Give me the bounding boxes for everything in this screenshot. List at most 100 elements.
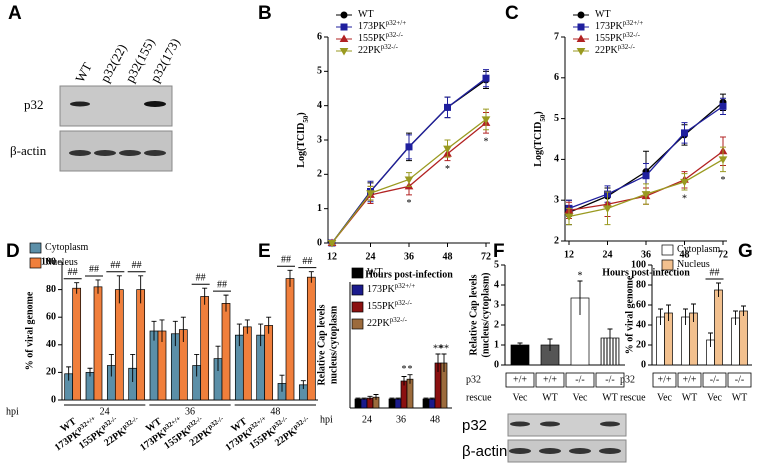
y-axis-label: Relative Cap levels — [316, 304, 327, 385]
blot-row-label: β-actin — [10, 143, 47, 158]
bar — [306, 276, 316, 401]
error-bar — [74, 282, 80, 294]
marker — [641, 191, 651, 199]
error-bar — [658, 308, 663, 325]
error-bar — [423, 397, 429, 400]
y-tick-label: 3 — [554, 194, 559, 205]
x-axis-label: Hours post-infection — [602, 267, 690, 278]
table-cell — [565, 372, 595, 388]
x-tick-label-part: p32+/+ — [160, 414, 182, 432]
table-cell — [535, 372, 565, 388]
legend-label-part: 173PK — [367, 284, 396, 295]
bar — [428, 398, 436, 409]
legend-label-part: WT — [358, 9, 374, 20]
significance: ## — [89, 264, 99, 275]
y-tick-label: 60 — [636, 299, 646, 310]
legend-label-part: p32-/- — [623, 31, 641, 39]
error-bar — [517, 342, 523, 347]
marker — [339, 48, 349, 56]
marker — [444, 103, 451, 111]
error-bar — [108, 354, 114, 377]
marker — [340, 23, 348, 31]
table-cell-text: -/- — [735, 374, 744, 385]
error-bar — [401, 376, 407, 386]
y-axis-label: (nucleus/cytoplasm) — [480, 273, 491, 358]
significance: ## — [68, 267, 78, 278]
x-axis-label: Hours post-infection — [365, 269, 453, 280]
legend-swatch — [351, 284, 364, 296]
error-bar — [300, 380, 306, 389]
marker — [719, 102, 727, 110]
table-cell-text: -/- — [605, 374, 614, 385]
y-tick-label: 40 — [636, 319, 646, 330]
band — [540, 421, 560, 427]
y-tick-label: 6 — [317, 31, 322, 42]
bar — [242, 326, 252, 401]
error-bar — [355, 397, 361, 400]
legend-label: Cytoplasm — [677, 244, 721, 255]
y-tick-label: 0 — [51, 394, 56, 405]
significance: * — [721, 175, 726, 186]
legend-label-part: 155PK — [367, 301, 396, 312]
band — [600, 421, 620, 427]
significance: * — [484, 136, 489, 147]
significance: * — [445, 164, 450, 175]
error-bar — [395, 397, 401, 400]
significance: ## — [132, 260, 142, 271]
significance: ## — [302, 256, 312, 267]
legend-swatch — [29, 257, 42, 269]
y-axis-label-part: Log(TCID — [296, 123, 307, 168]
legend-label-part: 155PK — [358, 33, 387, 44]
error-bar — [577, 280, 583, 315]
marker — [327, 240, 337, 248]
lane-label: WT — [72, 60, 95, 85]
marker — [577, 23, 585, 31]
marker — [339, 34, 349, 42]
table-cell — [652, 372, 677, 388]
group-label: 36 — [185, 406, 195, 417]
x-tick-label-part: p32-/- — [291, 414, 310, 431]
band — [569, 448, 591, 454]
blot-row-label: β-actin — [462, 443, 507, 460]
significance: * — [402, 364, 407, 375]
x-tick-label: 24 — [362, 414, 372, 425]
significance: * — [407, 198, 412, 209]
legend-label: 155PKp32-/- — [595, 31, 641, 45]
error-bar — [666, 304, 671, 321]
bar — [731, 317, 740, 366]
y-axis-label: Log(TCID50) — [533, 111, 546, 166]
error-bar — [287, 269, 293, 287]
legend-label-part: p32-/- — [395, 299, 413, 307]
y-tick-label: 60 — [46, 311, 56, 322]
marker — [718, 156, 728, 164]
x-axis-label: hpi — [6, 406, 19, 417]
x-tick-label: 72 — [718, 249, 728, 260]
legend-label-part: Cytoplasm — [45, 242, 89, 253]
legend-label-part: Cytoplasm — [677, 244, 721, 255]
table-row-label: rescue — [466, 392, 492, 403]
error-bar — [159, 319, 165, 343]
marker — [443, 145, 452, 154]
marker — [603, 205, 612, 213]
error-bar — [87, 367, 93, 377]
legend-label: 173PKp32+/+ — [358, 19, 406, 33]
error-bar — [683, 308, 688, 325]
blot-f: p32 β-actin — [462, 413, 627, 463]
panel-letter: F — [493, 241, 505, 262]
error-bar — [607, 328, 613, 347]
table-cell — [702, 372, 727, 388]
panel-letter: E — [258, 241, 271, 262]
band — [599, 448, 621, 454]
x-tick-label-part: p32+/+ — [246, 414, 268, 432]
table-cell-text: -/- — [710, 374, 719, 385]
bar — [422, 398, 430, 409]
y-tick-label: 6 — [554, 72, 559, 83]
series-line — [331, 79, 487, 244]
marker — [564, 213, 574, 222]
significance: ## — [710, 267, 720, 278]
y-axis-label: % of viral genome — [624, 275, 635, 354]
error-bar — [66, 366, 72, 381]
error-bar — [223, 294, 229, 312]
table-row-label: p32 — [620, 374, 635, 385]
